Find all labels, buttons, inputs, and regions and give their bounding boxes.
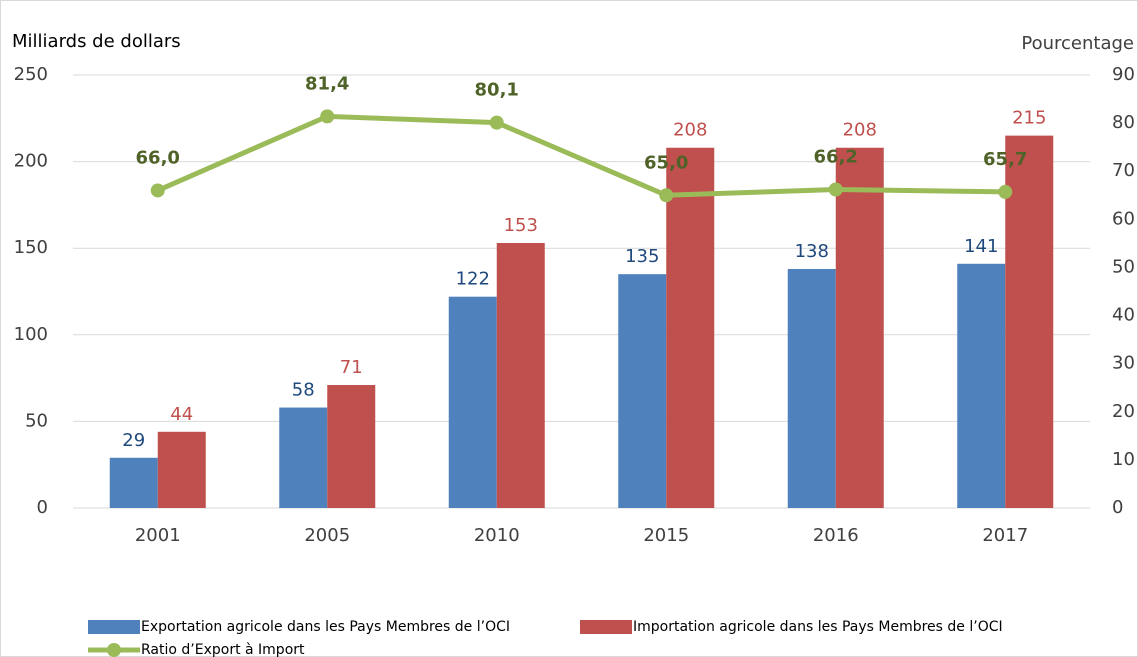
y-tick-label: 50 (25, 410, 48, 431)
data-label: 141 (964, 236, 998, 257)
data-label: 65,0 (644, 152, 688, 173)
x-tick-label: 2010 (474, 525, 520, 546)
y2-tick-label: 0 (1112, 497, 1123, 518)
bar (957, 263, 1006, 508)
bar (327, 385, 376, 508)
y2-tick-label: 80 (1112, 112, 1135, 133)
y-tick-label: 100 (14, 324, 48, 345)
data-label: 122 (456, 269, 490, 290)
legend-label: Importation agricole dans les Pays Membr… (633, 619, 1003, 635)
legend-swatch (580, 620, 632, 634)
legend-label: Ratio d’Export à Import (141, 642, 305, 657)
x-tick-label: 2015 (643, 525, 689, 546)
y2-tick-label: 30 (1112, 353, 1135, 374)
y-tick-label: 0 (37, 497, 48, 518)
y-axis-label: Milliards de dollars (12, 31, 181, 52)
data-label: 138 (795, 241, 829, 262)
line-marker (489, 115, 504, 130)
x-tick-label: 2001 (135, 525, 181, 546)
bar (448, 296, 497, 508)
data-label: 208 (673, 120, 707, 141)
legend-swatch (88, 620, 140, 634)
data-label: 80,1 (475, 80, 519, 101)
bar (666, 147, 715, 508)
bar (279, 407, 328, 508)
data-label: 66,2 (814, 147, 858, 168)
data-label: 153 (504, 215, 538, 236)
bar (787, 268, 836, 508)
x-tick-label: 2005 (304, 525, 350, 546)
y2-axis-label: Pourcentage (1021, 33, 1134, 54)
data-label: 135 (625, 246, 659, 267)
bar (157, 431, 206, 508)
data-label: 58 (292, 380, 315, 401)
bar (618, 274, 667, 508)
y-tick-label: 200 (14, 151, 48, 172)
y2-tick-label: 20 (1112, 401, 1135, 422)
legend-swatch (107, 643, 121, 657)
y-tick-label: 250 (14, 64, 48, 85)
line (156, 113, 1006, 198)
line-marker (320, 109, 335, 124)
y2-tick-label: 60 (1112, 208, 1135, 229)
data-label: 208 (843, 120, 877, 141)
data-label: 66,0 (136, 147, 180, 168)
data-label: 29 (122, 430, 145, 451)
line-marker (998, 184, 1013, 199)
x-tick-label: 2016 (813, 525, 859, 546)
bar (496, 243, 545, 508)
y2-tick-label: 90 (1112, 64, 1135, 85)
data-label: 215 (1012, 108, 1046, 129)
y2-tick-label: 50 (1112, 256, 1135, 277)
y-tick-label: 150 (14, 237, 48, 258)
x-tick-label: 2017 (982, 525, 1028, 546)
y2-tick-label: 10 (1112, 449, 1135, 470)
data-label: 44 (170, 404, 193, 425)
legend-label: Exportation agricole dans les Pays Membr… (141, 619, 510, 635)
y2-tick-label: 70 (1112, 160, 1135, 181)
bar (1005, 135, 1054, 508)
line-marker (150, 183, 165, 198)
bar (109, 457, 158, 508)
bar (835, 147, 884, 508)
line-marker (659, 188, 674, 203)
data-label: 65,7 (983, 149, 1027, 170)
data-label: 71 (340, 357, 363, 378)
data-label: 81,4 (305, 73, 349, 94)
line-marker (828, 182, 843, 197)
y2-tick-label: 40 (1112, 305, 1135, 326)
